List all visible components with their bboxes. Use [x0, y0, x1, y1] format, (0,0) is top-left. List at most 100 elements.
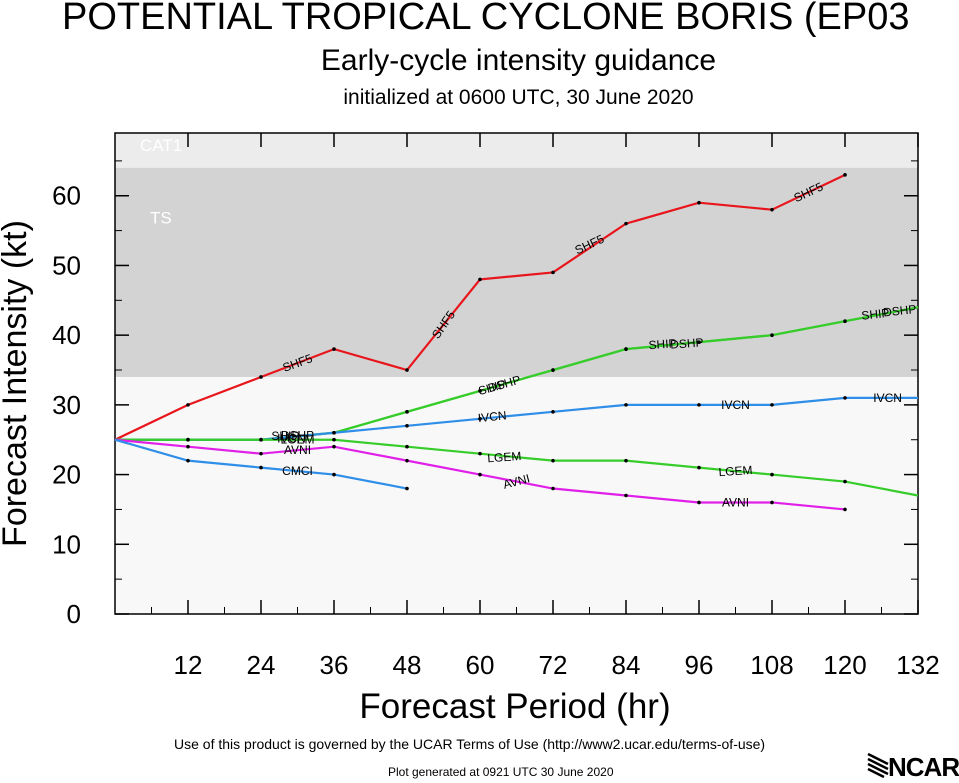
data-point-lgem — [770, 472, 774, 477]
plot-generated-time: Plot generated at 0921 UTC 30 June 2020 — [388, 765, 614, 779]
series-label-text: CMCI — [282, 464, 313, 478]
series-label-ivcn: IVCN — [477, 408, 507, 425]
data-point-lgem — [186, 437, 190, 442]
terms-of-use: Use of this product is governed by the U… — [174, 736, 766, 752]
band-label-cat1: CAT1 — [140, 136, 182, 155]
data-point-shf5 — [770, 207, 774, 212]
series-label-avni: AVNI — [284, 443, 311, 457]
series-label-text: IVCN — [721, 398, 750, 412]
data-point-avni — [332, 444, 336, 449]
band-label-ts: TS — [150, 209, 172, 228]
data-point-lgem — [551, 458, 555, 463]
data-point-shf5 — [478, 277, 482, 282]
x-tick-label: 48 — [393, 650, 422, 680]
series-label-text: DSHP — [281, 429, 314, 443]
data-point-ivcn — [405, 423, 409, 428]
intensity-chart: CAT1 TS 12 24 36 48 60 72 84 96 108 120 132 0 10 20 30 4… — [0, 132, 940, 726]
data-point-ship — [478, 389, 482, 393]
series-label-ivcn: IVCN — [873, 391, 902, 405]
y-tick-label: 50 — [52, 250, 81, 280]
x-tick-label: 84 — [612, 650, 641, 680]
data-point-shf5 — [405, 368, 409, 372]
series-label-text: LGEM — [280, 433, 314, 447]
series-label-text: DSHP — [882, 302, 917, 319]
series-label-avni: AVNI — [722, 495, 749, 509]
data-point-ivcn — [697, 403, 701, 407]
data-point-avni — [624, 493, 628, 498]
data-point-avni — [478, 472, 482, 477]
series-label-avni: AVNI — [502, 471, 532, 492]
data-point-shf5 — [332, 347, 336, 351]
chart-subtitle: Early-cycle intensity guidance — [320, 44, 717, 77]
series-label-ivcn: IVCN — [277, 431, 306, 445]
data-point-shf5 — [624, 221, 628, 226]
data-point-shf5 — [697, 200, 701, 205]
data-point-lgem — [332, 437, 336, 442]
series-label-text: LGEM — [718, 463, 753, 479]
series-label-text: IVCN — [873, 391, 902, 405]
data-point-lgem — [697, 465, 701, 470]
data-point-lgem — [259, 437, 263, 442]
x-tick-label: 132 — [896, 650, 939, 680]
initialization-time: initialized at 0600 UTC, 30 June 2020 — [343, 86, 694, 109]
data-point-cmci — [186, 458, 190, 463]
data-point-lgem — [405, 444, 409, 449]
data-point-ship — [843, 319, 847, 324]
x-tick-label: 72 — [539, 650, 568, 680]
series-label-cmci: CMCI — [282, 464, 313, 478]
x-tick-label: 24 — [247, 650, 276, 680]
x-tick-label: 60 — [466, 650, 495, 680]
series-label-dshp: DSHP — [882, 302, 917, 319]
band-cat1 — [115, 133, 918, 168]
series-label-lgem: LGEM — [718, 463, 753, 479]
series-label-text: LGEM — [487, 449, 522, 465]
series-label-text: SHIP — [648, 336, 677, 352]
x-tick-label: 96 — [685, 650, 714, 680]
data-point-ship — [770, 333, 774, 337]
data-point-shf5 — [186, 403, 190, 407]
series-label-ivcn: IVCN — [721, 398, 750, 412]
data-point-ivcn — [478, 417, 482, 421]
data-point-ivcn — [770, 403, 774, 407]
data-point-avni — [186, 444, 190, 449]
data-point-cmci — [259, 465, 263, 470]
series-label-text: AVNI — [502, 471, 532, 492]
y-tick-label: 0 — [67, 599, 81, 629]
series-label-text: DSHP — [670, 335, 704, 351]
data-point-shf5 — [843, 173, 847, 177]
series-label-text: IVCN — [477, 408, 507, 425]
data-point-ivcn — [551, 410, 555, 414]
data-point-ship — [551, 368, 555, 372]
data-point-avni — [843, 507, 847, 512]
data-point-ship — [405, 410, 409, 414]
data-point-lgem — [843, 479, 847, 484]
series-label-ship: SHIP — [648, 336, 677, 352]
y-tick-label: 20 — [52, 460, 81, 490]
data-point-ivcn — [843, 396, 847, 400]
chart-title: POTENTIAL TROPICAL CYCLONE BORIS (EP03 — [62, 0, 910, 38]
data-point-avni — [770, 500, 774, 505]
data-point-cmci — [332, 472, 336, 477]
series-label-ship: SHIP — [861, 306, 890, 323]
y-tick-label: 40 — [52, 320, 81, 350]
data-point-lgem — [624, 458, 628, 463]
data-point-avni — [551, 486, 555, 491]
series-line-lgem — [115, 438, 919, 497]
series-lines — [114, 173, 919, 512]
x-axis-label: Forecast Period (hr) — [359, 687, 670, 726]
axes-frame: 12 24 36 48 60 72 84 96 108 120 132 0 10 20 30 40 50 60 — [52, 132, 940, 680]
y-tick-label: 30 — [52, 390, 81, 420]
x-tick-label: 12 — [174, 650, 203, 680]
ncar-logo-text: NCAR — [888, 752, 959, 782]
data-point-shf5 — [259, 375, 263, 379]
series-label-lgem: LGEM — [487, 449, 522, 465]
data-point-ivcn — [332, 430, 336, 435]
series-label-lgem: LGEM — [280, 433, 314, 447]
data-point-avni — [697, 500, 701, 505]
series-label-dshp: DSHP — [670, 335, 704, 351]
y-axis-label: Forecast Intensity (kt) — [0, 220, 34, 547]
series-label-text: SHIP — [271, 429, 299, 443]
y-tick-label: 10 — [52, 529, 81, 559]
data-point-avni — [259, 451, 263, 456]
series-label-text: AVNI — [284, 443, 311, 457]
